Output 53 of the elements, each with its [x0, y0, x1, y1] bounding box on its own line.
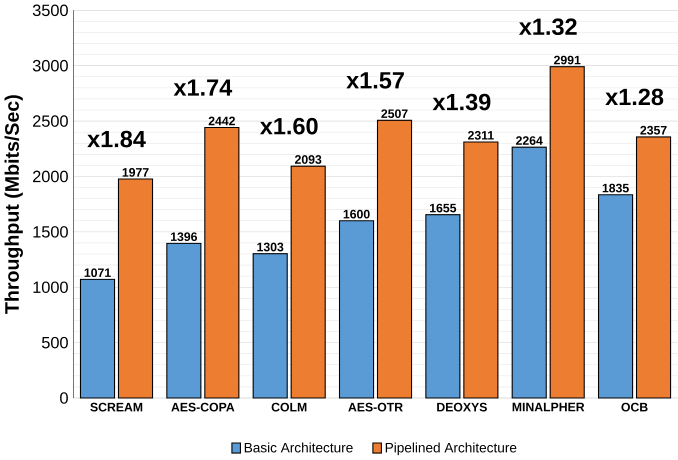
data-label: 2507: [381, 109, 408, 118]
data-label: 1655: [430, 204, 456, 212]
y-tick-label: 0: [60, 392, 68, 404]
x-tick-label: OCB: [621, 402, 648, 412]
bar: [425, 214, 460, 399]
data-label: 1396: [171, 232, 198, 242]
y-tick-label: 2000: [33, 170, 68, 182]
bar: [598, 194, 634, 399]
x-tick-label: DEOXYS: [437, 402, 487, 412]
x-tick-label: SCREAM: [90, 402, 142, 412]
data-label: 2357: [640, 126, 667, 135]
data-label: 2264: [516, 136, 543, 146]
annotation: x1.74: [174, 80, 232, 96]
bar: [204, 127, 240, 399]
y-tick-label: 1000: [33, 282, 68, 294]
legend-label: Basic Architecture: [244, 442, 353, 453]
bar: [512, 146, 547, 399]
bar: [338, 220, 374, 399]
data-label: 1600: [344, 210, 370, 219]
annotation: x1.39: [432, 94, 490, 110]
bar: [376, 120, 412, 399]
y-tick-label: 3500: [32, 4, 68, 16]
bar: [166, 242, 202, 399]
annotation: x1.84: [87, 130, 146, 148]
annotation: x1.57: [346, 72, 404, 89]
x-tick-label: AES-OTR: [348, 402, 403, 412]
annotation: x1.60: [260, 118, 318, 135]
bar: [252, 253, 288, 399]
x-tick-label: AES-COPA: [171, 402, 234, 412]
bar: [550, 66, 585, 399]
data-label: 2442: [208, 116, 235, 126]
data-label: 1835: [602, 184, 629, 193]
bar: [118, 178, 154, 399]
y-tick-label: 2500: [33, 115, 68, 127]
x-tick-label: MINALPHER: [512, 402, 584, 412]
y-axis-title: Throughput (Mbits/Sec): [4, 95, 23, 314]
bar: [636, 136, 672, 399]
bar: [290, 166, 326, 399]
legend-label: Pipelined Architecture: [386, 442, 516, 456]
x-tick-label: COLM: [272, 402, 306, 412]
bar: [463, 142, 498, 399]
y-tick-label: 500: [42, 336, 68, 348]
annotation: x1.28: [605, 88, 664, 106]
data-label: 1303: [257, 242, 284, 252]
y-tick-label: 1500: [33, 226, 68, 238]
data-label: 1071: [84, 268, 111, 278]
data-label: 1977: [122, 168, 149, 177]
data-label: 2311: [468, 131, 494, 140]
annotation: x1.32: [518, 18, 577, 36]
y-tick-label: 3000: [32, 60, 68, 72]
bar: [80, 278, 116, 399]
data-label: 2093: [294, 155, 322, 164]
data-label: 2991: [554, 56, 580, 64]
